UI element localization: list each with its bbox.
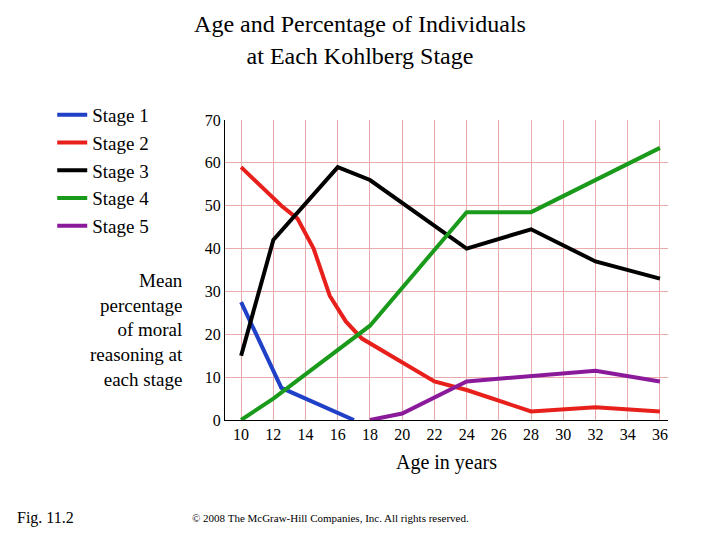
svg-text:30: 30 [555, 426, 571, 443]
svg-text:10: 10 [233, 426, 249, 443]
svg-text:60: 60 [205, 154, 221, 171]
svg-text:10: 10 [205, 369, 221, 386]
svg-text:40: 40 [205, 240, 221, 257]
svg-text:Age and Percentage of Individu: Age and Percentage of Individualsat Each… [194, 11, 526, 68]
svg-text:70: 70 [205, 112, 221, 129]
svg-text:28: 28 [523, 426, 539, 443]
svg-text:Stage 5: Stage 5 [92, 216, 148, 237]
svg-text:Stage 1: Stage 1 [92, 105, 148, 126]
svg-text:Fig. 11.2: Fig. 11.2 [17, 509, 74, 527]
svg-text:Meanpercentageof moralreasonin: Meanpercentageof moralreasoning ateach s… [90, 270, 183, 390]
svg-text:14: 14 [298, 426, 314, 443]
svg-text:16: 16 [330, 426, 346, 443]
svg-text:30: 30 [205, 283, 221, 300]
svg-text:36: 36 [652, 426, 668, 443]
svg-text:34: 34 [620, 426, 636, 443]
svg-text:12: 12 [265, 426, 281, 443]
svg-text:0: 0 [213, 412, 221, 429]
svg-text:Stage 2: Stage 2 [92, 133, 148, 154]
svg-text:26: 26 [491, 426, 507, 443]
svg-text:Stage 3: Stage 3 [92, 161, 148, 182]
svg-text:20: 20 [205, 326, 221, 343]
svg-text:32: 32 [588, 426, 604, 443]
svg-text:18: 18 [362, 426, 378, 443]
svg-text:24: 24 [459, 426, 475, 443]
svg-text:© 2008 The McGraw-Hill Compani: © 2008 The McGraw-Hill Companies, Inc. A… [192, 512, 469, 524]
svg-text:50: 50 [205, 197, 221, 214]
svg-text:Age in years: Age in years [396, 451, 497, 474]
svg-text:20: 20 [394, 426, 410, 443]
svg-text:22: 22 [426, 426, 442, 443]
svg-text:Stage 4: Stage 4 [92, 188, 149, 209]
